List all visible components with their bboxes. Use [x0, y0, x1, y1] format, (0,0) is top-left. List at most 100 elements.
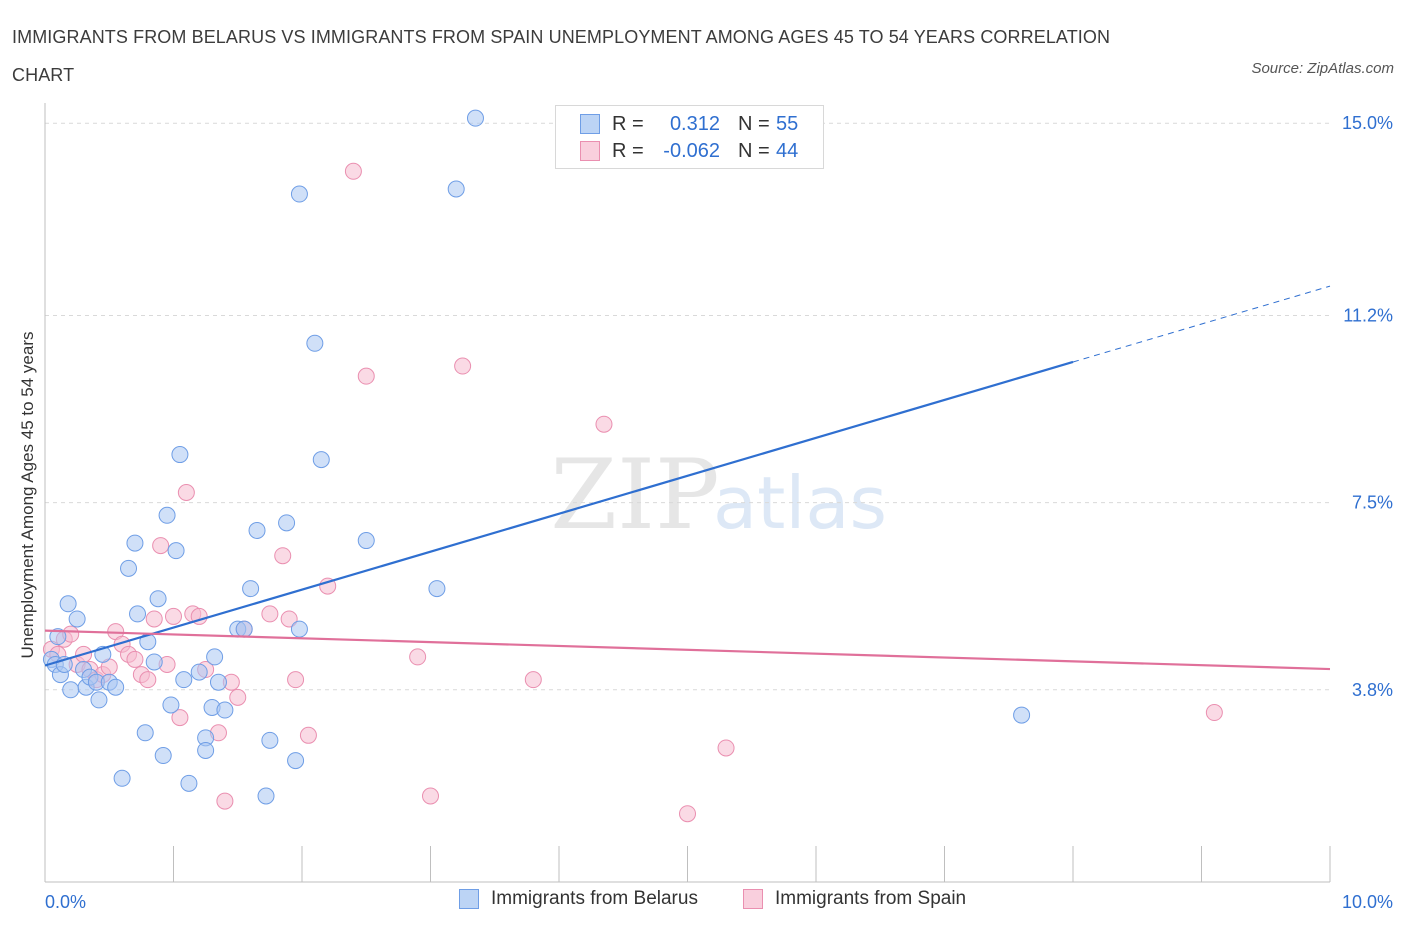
spain-point: [409, 648, 427, 666]
legend-item-spain[interactable]: Immigrants from Spain: [743, 888, 966, 910]
belarus-point: [447, 180, 465, 198]
belarus-point: [261, 731, 279, 749]
n-value: 44: [776, 139, 799, 162]
r-label: R =: [612, 139, 644, 162]
belarus-point: [171, 446, 189, 464]
spain-swatch: [580, 141, 600, 161]
belarus-point: [357, 532, 375, 550]
n-value: 55: [776, 112, 799, 135]
belarus-point: [290, 185, 308, 203]
legend-row-belarus: R = 0.312 N = 55: [580, 111, 798, 137]
spain-point: [165, 607, 182, 625]
belarus-point: [197, 741, 215, 759]
belarus-point: [145, 653, 163, 671]
belarus-point: [180, 774, 198, 792]
belarus-point: [248, 521, 266, 539]
spain-point: [454, 357, 472, 375]
spain-point: [679, 805, 696, 823]
belarus-point: [126, 534, 144, 552]
belarus-point: [287, 752, 305, 770]
spain-point: [139, 671, 157, 689]
spain-point: [261, 605, 279, 623]
belarus-point: [154, 747, 172, 765]
spain-point: [171, 709, 189, 727]
belarus-point: [1013, 706, 1031, 724]
trend-lines: [44, 285, 1331, 671]
legend-item-belarus[interactable]: Immigrants from Belarus: [459, 888, 698, 910]
grid-lines: [45, 122, 1330, 691]
spain-point: [216, 792, 234, 810]
spain-point: [177, 484, 195, 501]
source-label: Source: ZipAtlas.com: [1251, 60, 1394, 77]
belarus-trend-extension: [1072, 285, 1331, 363]
y-tick-label: 3.8%: [1352, 680, 1393, 700]
stats-legend: R = 0.312 N = 55 R = -0.062 N = 44: [555, 105, 824, 169]
spain-point: [717, 739, 735, 757]
spain-point: [524, 671, 542, 689]
belarus-point: [167, 542, 185, 560]
belarus-point: [107, 678, 125, 696]
belarus-point: [216, 701, 234, 719]
belarus-point: [235, 620, 253, 638]
spain-point: [1205, 704, 1223, 722]
belarus-point: [290, 620, 308, 638]
belarus-point: [306, 334, 324, 352]
belarus-point: [242, 580, 260, 598]
belarus-point: [62, 681, 80, 699]
belarus-trend-line: [44, 360, 1074, 667]
spain-point: [287, 671, 305, 689]
spain-point: [280, 610, 298, 628]
belarus-point: [90, 691, 108, 709]
belarus-swatch: [459, 889, 479, 909]
belarus-point: [162, 696, 180, 714]
belarus-point: [149, 590, 167, 608]
legend-row-spain: R = -0.062 N = 44: [580, 138, 798, 164]
belarus-point: [466, 109, 484, 127]
tick-labels: 3.8% 7.5% 11.2% 15.0% 0.0% 10.0%: [45, 113, 1393, 912]
belarus-swatch: [580, 114, 600, 134]
legend-label-belarus: Immigrants from Belarus: [491, 888, 698, 909]
belarus-point: [175, 671, 193, 689]
r-label: R =: [612, 112, 644, 135]
y-tick-label: 11.2%: [1343, 305, 1393, 325]
spain-point: [229, 688, 247, 706]
spain-point: [145, 610, 163, 628]
belarus-points: [42, 109, 1031, 805]
belarus-point: [209, 673, 227, 691]
spain-point: [152, 537, 170, 555]
y-tick-label: 15.0%: [1342, 113, 1393, 133]
belarus-point: [136, 724, 154, 742]
belarus-point: [206, 648, 224, 666]
x-tick-label: 10.0%: [1342, 892, 1393, 912]
spain-point: [422, 787, 439, 805]
n-label: N =: [738, 112, 770, 135]
belarus-point: [113, 769, 131, 787]
spain-trend-line: [44, 629, 1331, 671]
belarus-point: [257, 787, 275, 805]
belarus-point: [49, 628, 67, 646]
spain-point: [299, 726, 317, 744]
r-value: 0.312: [669, 112, 720, 135]
y-axis-label: Unemployment Among Ages 45 to 54 years: [18, 332, 37, 659]
spain-point: [126, 650, 144, 668]
x-tick-label: 0.0%: [45, 892, 86, 912]
n-label: N =: [738, 139, 770, 162]
spain-point: [274, 547, 292, 565]
belarus-point: [68, 610, 86, 628]
spain-point: [344, 162, 362, 180]
spain-point: [595, 415, 613, 433]
belarus-point: [428, 580, 446, 598]
watermark-zip: ZIP: [550, 439, 719, 551]
r-value: -0.062: [663, 139, 720, 162]
spain-point: [357, 367, 375, 385]
belarus-point: [129, 605, 147, 623]
belarus-point: [312, 451, 330, 469]
belarus-point: [59, 595, 77, 613]
belarus-point: [158, 506, 176, 524]
spain-swatch: [743, 889, 763, 909]
chart-title: IMMIGRANTS FROM BELARUS VS IMMIGRANTS FR…: [12, 27, 1111, 85]
axes: [44, 103, 1331, 883]
belarus-point: [190, 663, 208, 681]
belarus-point: [278, 514, 296, 532]
